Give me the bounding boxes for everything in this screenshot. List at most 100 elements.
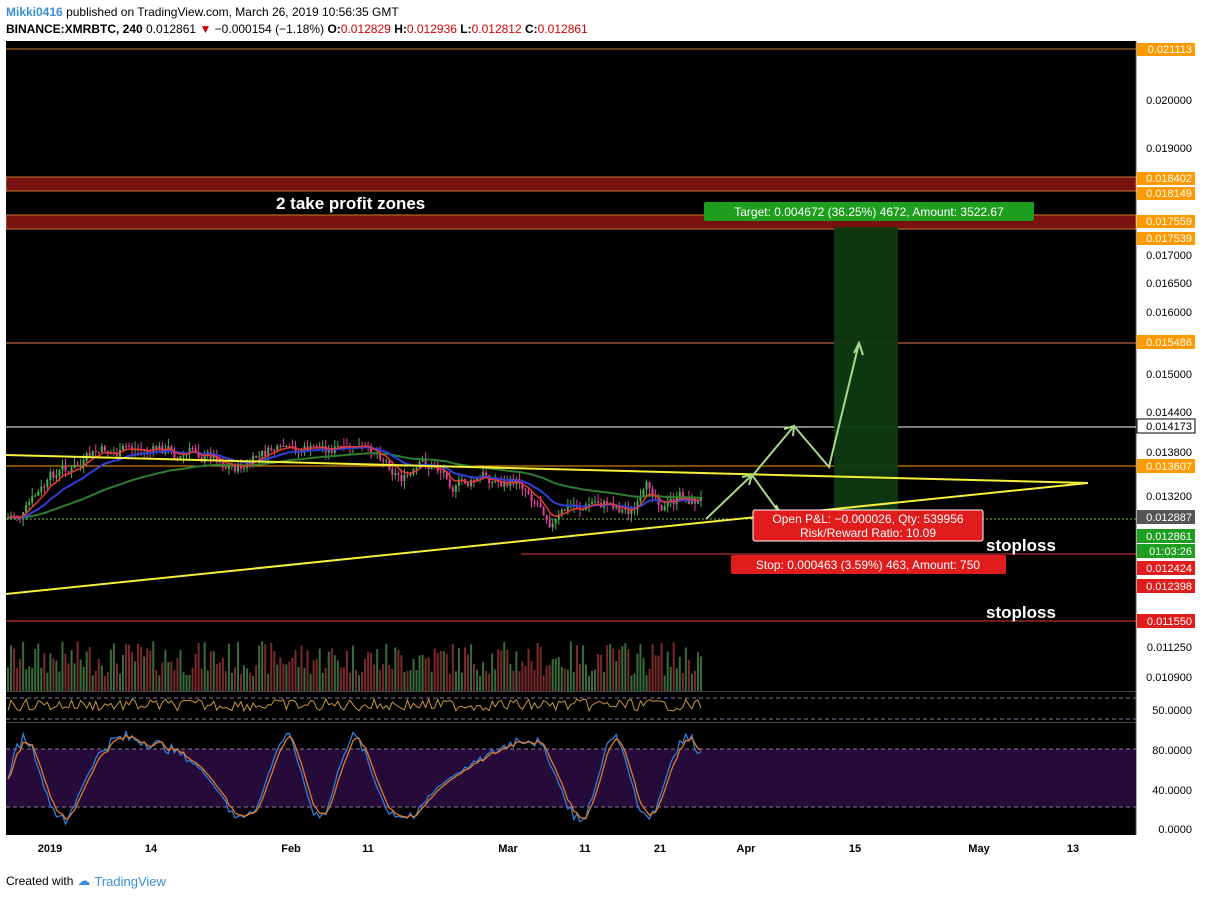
volume-bar (40, 667, 43, 691)
volume-bar (37, 643, 40, 691)
candle-body (618, 506, 621, 513)
volume-bar (118, 673, 121, 691)
volume-bar (233, 667, 236, 691)
volume-bar (618, 649, 621, 691)
down-arrow-icon: ▼ (199, 22, 212, 36)
volume-bar (115, 663, 118, 691)
volume-bar (681, 673, 684, 691)
candle-body (421, 459, 424, 462)
low-label: L: (460, 22, 472, 36)
price-label: 0.011550 (1147, 616, 1192, 628)
volume-bar (173, 670, 176, 691)
price-tick: 0.013800 (1146, 447, 1192, 459)
chart-canvas[interactable]: 2 take profit zones stoploss stoploss Ta… (5, 41, 1201, 861)
price-tick: 0.016500 (1146, 278, 1192, 290)
volume-bar (149, 650, 152, 691)
volume-bar (327, 651, 330, 691)
volume-bar (588, 675, 591, 691)
candle-body (243, 467, 246, 469)
candle-body (645, 482, 648, 490)
volume-bar (696, 652, 699, 691)
volume-bar (445, 653, 448, 691)
price-label: 0.012424 (1146, 563, 1192, 575)
time-tick: 21 (654, 843, 666, 855)
stoch-tick: 80.0000 (1152, 745, 1192, 757)
volume-bar (457, 647, 460, 691)
volume-bar (288, 661, 291, 691)
price-label: 0.014173 (1146, 421, 1192, 433)
volume-bar (206, 670, 209, 691)
candle-body (557, 514, 560, 520)
volume-bar (572, 671, 575, 691)
rsi-pane[interactable] (6, 692, 1136, 722)
chart-area[interactable]: 2 take profit zones stoploss stoploss Ta… (5, 41, 1201, 861)
volume-bar (16, 667, 19, 691)
volume-bar (64, 653, 67, 691)
target-label-box[interactable] (704, 202, 1034, 221)
volume-bar (518, 671, 521, 691)
volume-bar (581, 645, 584, 691)
volume-bar (373, 664, 376, 691)
volume-bar (264, 644, 267, 691)
volume-bar (430, 671, 433, 691)
upper-trendline[interactable] (5, 454, 1089, 484)
volume-bar (28, 666, 31, 691)
lower-trendline[interactable] (5, 482, 1089, 595)
candle-body (279, 446, 282, 447)
volume-bar (191, 667, 194, 691)
candle-body (215, 454, 218, 462)
price-tick: 0.015000 (1146, 369, 1192, 381)
candle-body (106, 450, 109, 454)
volume-bar (146, 648, 149, 691)
volume-bar (76, 641, 79, 691)
candle-body (115, 452, 118, 457)
volume-bar (88, 646, 91, 691)
candle-body (94, 450, 97, 452)
tradingview-brand[interactable]: TradingView (94, 873, 166, 889)
ema-green-line (8, 452, 702, 519)
author-link[interactable]: Mikki0416 (6, 5, 63, 19)
volume-bar (19, 658, 22, 691)
candle-body (699, 496, 702, 501)
volume-bar (427, 657, 430, 691)
volume-bar (31, 667, 34, 691)
volume-bar (500, 650, 503, 691)
candle-body (473, 480, 476, 482)
volume-bar (542, 675, 545, 691)
price-axis-labels: 0.021113 0.018402 0.018149 0.017559 0.01… (1136, 43, 1196, 628)
volume-bar (351, 645, 354, 691)
candle-body (28, 502, 31, 505)
volume-bar (454, 671, 457, 691)
volume-bar (591, 670, 594, 691)
candle-body (79, 466, 82, 468)
volume-bar (267, 673, 270, 691)
volume-bar (569, 641, 572, 691)
main-pane[interactable] (6, 41, 1136, 691)
candle-body (533, 501, 536, 504)
volume-bar (615, 661, 618, 691)
volume-bar (648, 668, 651, 691)
time-axis[interactable] (6, 835, 1201, 861)
volume-bar (22, 642, 25, 691)
stop-label-box[interactable] (731, 555, 1006, 574)
volume-bar (318, 648, 321, 691)
volume-bar (103, 675, 106, 691)
tradingview-logo-icon[interactable]: ☁ (77, 873, 91, 888)
volume-bar (315, 658, 318, 691)
volume-bar (170, 661, 173, 691)
candle-body (636, 501, 639, 510)
volume-bar (433, 648, 436, 691)
candle-body (397, 473, 400, 475)
candle-body (469, 480, 472, 487)
volume-bar (137, 643, 140, 691)
volume-bar (128, 644, 131, 691)
candle-body (379, 453, 382, 460)
candle-body (591, 502, 594, 505)
volume-bar (566, 669, 569, 691)
volume-bar (439, 650, 442, 691)
pnl-box[interactable] (752, 509, 984, 542)
candle-body (424, 459, 427, 467)
volume-bar (684, 647, 687, 691)
volume-bar (584, 664, 587, 691)
candle-body (249, 463, 252, 465)
